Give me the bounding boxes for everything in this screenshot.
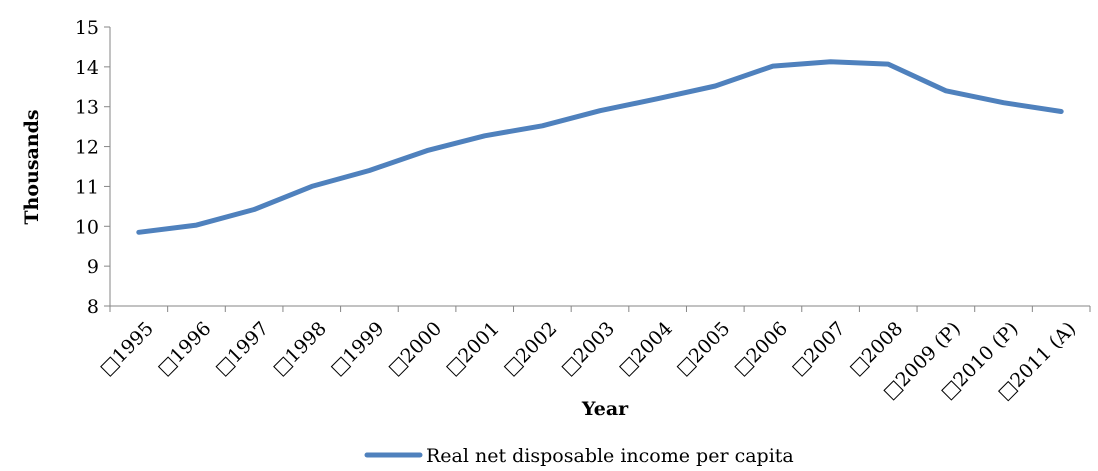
x-tick-label: □1998 bbox=[268, 318, 330, 380]
x-axis-ticks: □1995□1996□1997□1998□1999□2000□2001□2002… bbox=[96, 306, 1091, 404]
x-axis-title: Year bbox=[581, 398, 629, 420]
y-axis-ticks: 8 9 10 11 12 13 14 15 bbox=[75, 17, 110, 318]
x-tick-label: □2004 bbox=[614, 318, 676, 380]
y-tick-label: 15 bbox=[75, 17, 99, 39]
x-tick-label: □2007 bbox=[787, 318, 849, 380]
y-tick-label: 12 bbox=[75, 137, 99, 159]
x-tick-label: □2006 bbox=[730, 318, 792, 380]
x-tick-label: □1996 bbox=[153, 318, 215, 380]
y-tick-label: 9 bbox=[87, 256, 99, 278]
y-axis-title: Thousands bbox=[21, 109, 43, 224]
x-tick-label: □2001 bbox=[441, 318, 503, 380]
x-tick-label: □1995 bbox=[96, 318, 158, 380]
y-tick-label: 10 bbox=[75, 216, 99, 238]
axes bbox=[109, 27, 1090, 307]
x-tick-label: □2003 bbox=[557, 318, 619, 380]
y-tick-label: 8 bbox=[87, 296, 99, 318]
series-layer bbox=[136, 59, 1064, 235]
x-tick-label: □1999 bbox=[326, 318, 388, 380]
series-line bbox=[136, 59, 1064, 235]
x-tick-label: □1997 bbox=[211, 318, 273, 380]
x-tick-label: □2002 bbox=[499, 318, 561, 380]
x-tick-label: □2000 bbox=[384, 318, 446, 380]
x-tick-label: □2005 bbox=[672, 318, 734, 380]
y-tick-label: 11 bbox=[75, 176, 99, 198]
y-tick-label: 14 bbox=[75, 57, 99, 79]
y-tick-label: 13 bbox=[75, 97, 99, 119]
legend-label: Real net disposable income per capita bbox=[426, 445, 794, 467]
legend: Real net disposable income per capita bbox=[364, 445, 794, 467]
